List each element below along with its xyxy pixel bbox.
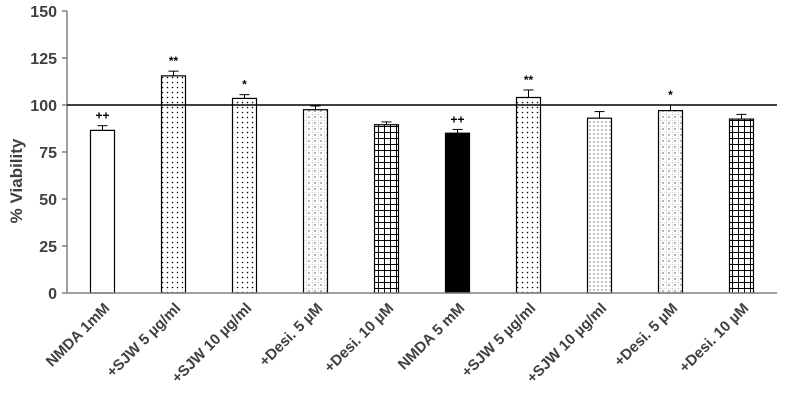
x-tick-label: +SJW 5 µg/ml: [458, 300, 539, 381]
category-labels: NMDA 1mM+SJW 5 µg/ml+SJW 10 µg/ml +Desi. …: [43, 300, 753, 387]
y-axis-title: % Viability: [7, 138, 26, 223]
x-tick-label: +Desi. 5 µM: [611, 300, 681, 370]
y-tick-label: 125: [30, 51, 57, 68]
y-tick-label: 25: [39, 239, 57, 256]
x-tick-label: +Desi. 5 µM: [256, 300, 326, 370]
significance-label: *: [668, 88, 673, 102]
bars: ++***++***: [89, 54, 755, 294]
bar: [728, 118, 755, 294]
y-tick-label: 50: [39, 192, 57, 209]
significance-label: **: [169, 54, 179, 68]
bar: [160, 75, 187, 294]
significance-label: ++: [95, 109, 109, 123]
y-axis-ticks: 0 25 50 75 100 125 150: [30, 4, 67, 303]
y-tick-label: 100: [30, 98, 57, 115]
bar: [89, 129, 116, 294]
x-tick-label: NMDA 5 mM: [395, 300, 469, 374]
bar: [515, 96, 542, 294]
x-tick-label: +Desi. 10 µM: [676, 300, 752, 376]
bar: [373, 124, 400, 294]
bar: [444, 132, 471, 294]
x-tick-label: +SJW 5 µg/ml: [103, 300, 184, 381]
bar: [586, 117, 613, 294]
x-tick-label: NMDA 1mM: [43, 300, 114, 371]
x-tick-label: +Desi. 10 µM: [321, 300, 397, 376]
significance-label: *: [242, 78, 247, 92]
bar: [657, 110, 684, 294]
significance-label: **: [524, 73, 534, 87]
significance-label: ++: [450, 112, 464, 126]
bar: [231, 97, 258, 294]
y-tick-label: 0: [48, 286, 57, 303]
y-tick-label: 150: [30, 4, 57, 21]
bar: [302, 109, 329, 294]
y-tick-label: 75: [39, 145, 57, 162]
